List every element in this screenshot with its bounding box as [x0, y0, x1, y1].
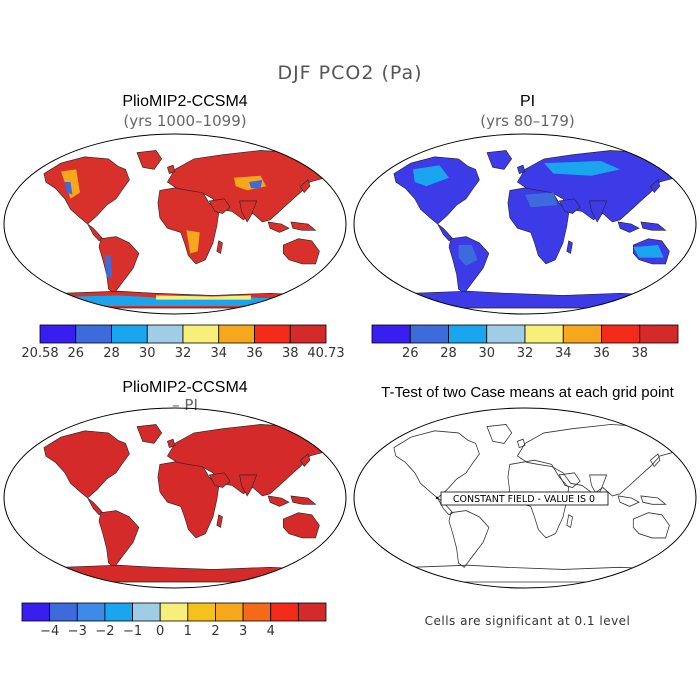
panel-title-plio: PlioMIP2-CCSM4: [122, 93, 248, 110]
colorbar-tick-label: 28: [440, 346, 457, 361]
colorbar-swatch: [448, 324, 488, 344]
map-ttest: [353, 407, 697, 589]
colorbar-tick-label: 4: [267, 624, 275, 639]
annotation-marker: [435, 496, 439, 500]
panel-subtitle-pi: (yrs 80–179): [480, 112, 575, 130]
colorbar-swatch: [289, 324, 327, 344]
colorbar-swatch: [601, 324, 641, 344]
colorbar-tick-label: 20.58: [21, 346, 58, 361]
colorbar-swatch: [146, 324, 184, 344]
colorbar-tick-label: −1: [123, 624, 142, 639]
panel-title-ttest: T-Test of two Case means at each grid po…: [381, 384, 674, 401]
colorbar-swatch: [111, 324, 148, 344]
colorbar-tick-label: 32: [517, 346, 534, 361]
colorbar-swatch: [254, 324, 291, 344]
figure-title: DJF PCO2 (Pa): [277, 62, 423, 84]
constant-field-box: [440, 491, 609, 506]
colorbar-swatch: [218, 324, 255, 344]
colorbar-swatch: [639, 324, 679, 344]
significance-footnote: Cells are significant at 0.1 level: [424, 614, 631, 628]
colorbar-swatch: [562, 324, 602, 344]
colorbar-swatch: [75, 324, 112, 344]
panel-subtitle-diff: – PI: [172, 396, 198, 414]
colorbar-tick-label: 40.73: [307, 346, 344, 361]
colorbar-tick-label: 38: [631, 346, 648, 361]
colorbar-swatch: [242, 602, 272, 622]
colorbar-tick-label: −3: [68, 624, 87, 639]
map-plio: [3, 133, 347, 315]
colorbar-swatch: [49, 602, 78, 622]
colorbar-plio: 20.58 26 28 30 32 34 36 38 40.73: [21, 324, 345, 361]
panel-subtitle-plio: (yrs 1000–1099): [123, 112, 247, 130]
colorbar-tick-label: 34: [210, 346, 227, 361]
colorbar-tick-label: 1: [184, 624, 192, 639]
colorbar-swatch: [76, 602, 106, 622]
colorbar-swatch: [215, 602, 244, 622]
colorbar-swatch: [371, 324, 411, 344]
colorbar-swatch: [297, 602, 327, 622]
colorbar-tick-label: 30: [478, 346, 495, 361]
colorbar-swatch: [409, 324, 449, 344]
colorbar-tick-label: 30: [139, 346, 156, 361]
colorbar-tick-label: 3: [239, 624, 247, 639]
colorbar-swatch: [182, 324, 220, 344]
colorbar-pi: 26 28 30 32 34 36 38: [371, 324, 679, 361]
colorbar-tick-label: −2: [95, 624, 114, 639]
colorbar-swatch: [524, 324, 564, 344]
map-pi: [353, 133, 697, 315]
colorbar-swatch: [21, 602, 51, 622]
colorbar-swatch: [187, 602, 216, 622]
colorbar-swatch: [486, 324, 526, 344]
colorbar-diff: −4 −3 −2 −1 0 1 2 3 4: [21, 602, 327, 639]
colorbar-tick-label: 28: [103, 346, 120, 361]
panel-title-diff: PlioMIP2-CCSM4: [122, 379, 248, 396]
colorbar-swatch: [104, 602, 133, 622]
colorbar-tick-label: 0: [156, 624, 164, 639]
colorbar-tick-label: 36: [593, 346, 610, 361]
colorbar-tick-label: 26: [67, 346, 84, 361]
colorbar-swatch: [270, 602, 299, 622]
colorbar-tick-label: 38: [282, 346, 299, 361]
map-diff: [3, 407, 347, 589]
colorbar-tick-label: 32: [175, 346, 192, 361]
colorbar-swatch: [132, 602, 161, 622]
colorbar-tick-label: 34: [555, 346, 572, 361]
colorbar-tick-label: −4: [40, 624, 59, 639]
colorbar-swatch: [159, 602, 189, 622]
panel-title-pi: PI: [519, 93, 536, 110]
constant-field-label: CONSTANT FIELD - VALUE IS 0: [453, 494, 595, 505]
colorbar-tick-label: 2: [211, 624, 219, 639]
colorbar-tick-label: 26: [402, 346, 419, 361]
colorbar-swatch: [39, 324, 77, 344]
colorbar-tick-label: 36: [246, 346, 263, 361]
